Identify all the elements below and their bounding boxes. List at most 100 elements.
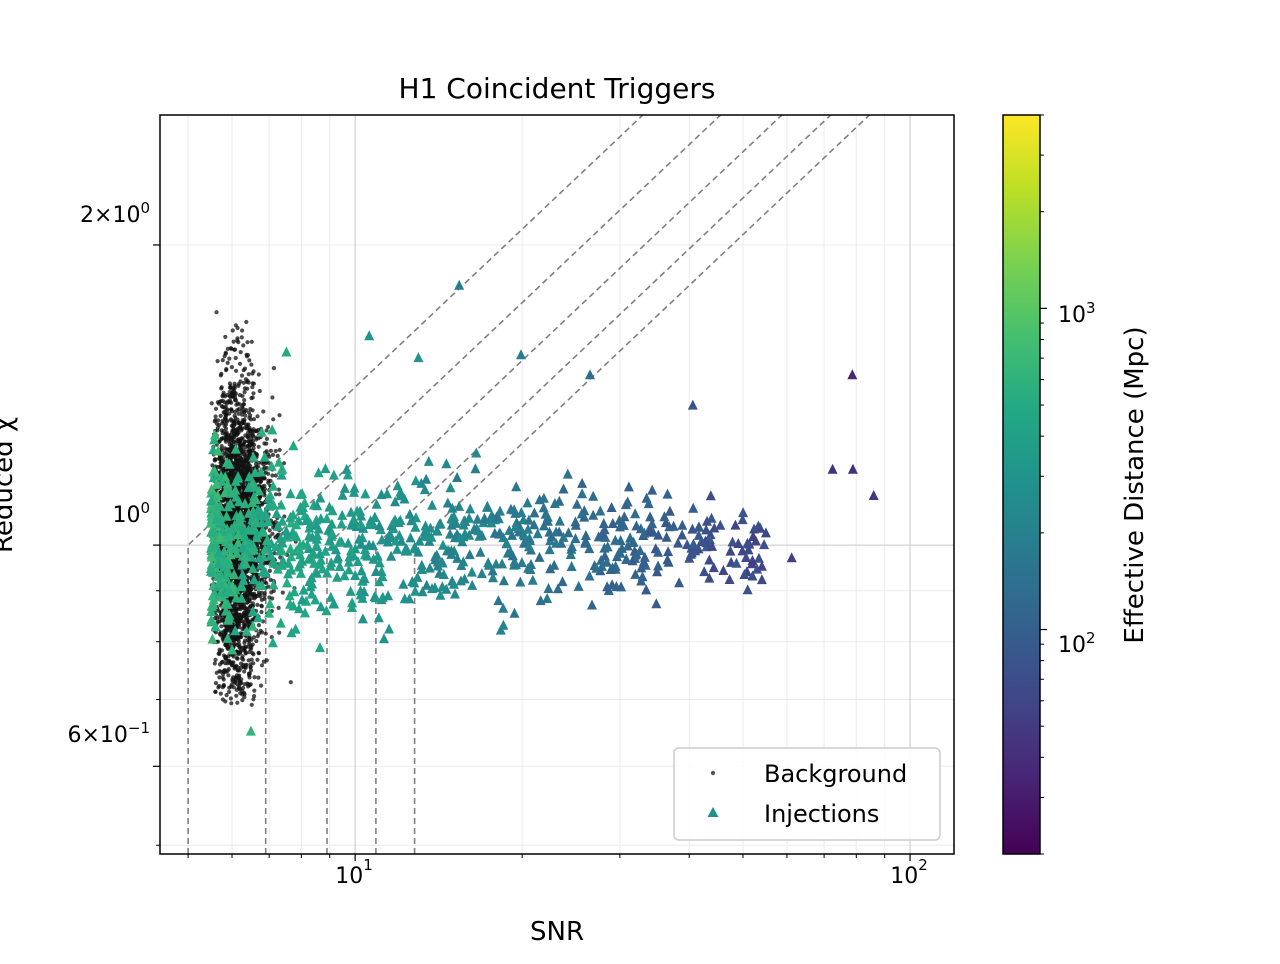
- injection-point: [641, 584, 652, 595]
- threshold-curves: [187, 115, 871, 854]
- background-point: [240, 406, 245, 411]
- background-point: [237, 645, 242, 650]
- injection-point: [208, 466, 218, 477]
- injection-point: [677, 529, 688, 540]
- injection-point: [374, 557, 385, 568]
- injection-point: [454, 500, 465, 511]
- injection-point: [231, 547, 242, 558]
- background-point: [232, 603, 237, 608]
- injection-point: [368, 553, 379, 564]
- injection-point: [310, 594, 321, 605]
- background-point: [252, 429, 257, 434]
- injection-point: [305, 581, 316, 592]
- injection-point: [238, 574, 249, 585]
- injection-point: [225, 498, 236, 509]
- background-point: [209, 401, 214, 406]
- injection-point: [277, 545, 288, 556]
- injection-point: [346, 545, 357, 556]
- background-point: [224, 451, 229, 456]
- background-point: [277, 413, 282, 418]
- injection-point: [645, 525, 656, 536]
- injection-point: [584, 570, 595, 581]
- background-point: [249, 702, 254, 707]
- injection-point: [254, 485, 265, 496]
- background-point: [273, 492, 278, 497]
- injection-point: [693, 521, 704, 532]
- injection-point: [288, 600, 299, 611]
- injection-point: [268, 480, 279, 491]
- background-point: [251, 417, 257, 422]
- injection-point: [356, 538, 366, 549]
- background-point: [260, 484, 265, 489]
- injection-point: [704, 554, 715, 565]
- background-point: [220, 394, 225, 399]
- injection-point: [231, 592, 242, 603]
- injection-point: [434, 518, 445, 529]
- injection-point: [401, 543, 412, 554]
- background-point: [246, 462, 251, 467]
- background-point: [229, 636, 234, 641]
- background-point: [242, 695, 247, 700]
- background-point: [229, 365, 234, 370]
- injection-point: [659, 511, 670, 522]
- background-point: [238, 604, 243, 610]
- injection-point: [373, 612, 384, 623]
- injection-point: [479, 512, 490, 523]
- injection-point: [214, 532, 225, 543]
- background-point: [243, 413, 248, 418]
- background-point: [231, 426, 236, 431]
- injection-point: [447, 502, 458, 513]
- injection-point: [677, 519, 688, 530]
- background-point: [233, 391, 238, 396]
- injection-point: [369, 511, 380, 522]
- background-point: [262, 580, 267, 585]
- injection-point: [275, 532, 286, 543]
- background-point: [262, 593, 267, 598]
- injection-point: [315, 642, 325, 653]
- background-point: [234, 402, 239, 407]
- injection-point: [606, 502, 617, 512]
- injection-point: [212, 490, 223, 501]
- injection-point: [652, 566, 663, 577]
- injection-point: [286, 564, 297, 575]
- x-tick-label-10e1: 101: [335, 856, 373, 889]
- background-point: [225, 360, 230, 365]
- injection-point: [295, 549, 306, 560]
- injection-point: [345, 585, 356, 596]
- injection-point: [585, 369, 595, 380]
- injection-point: [271, 508, 282, 519]
- background-point: [223, 699, 228, 704]
- injection-point: [268, 555, 278, 566]
- injection-point: [448, 578, 459, 589]
- background-point: [234, 618, 239, 623]
- injection-point: [755, 522, 766, 533]
- injection-point: [707, 540, 717, 551]
- background-point: [245, 587, 250, 592]
- background-point: [244, 569, 249, 574]
- injection-point: [206, 614, 217, 625]
- legend-label-background: Background: [764, 760, 907, 788]
- colorbar: 102 103 Effective Distance (Mpc): [1002, 114, 1150, 855]
- background-point: [223, 350, 228, 355]
- injection-point: [523, 523, 533, 534]
- injection-point: [224, 458, 235, 469]
- background-point: [251, 697, 256, 702]
- background-point: [238, 691, 243, 696]
- injection-point: [498, 602, 509, 613]
- injection-point: [410, 475, 421, 486]
- injection-point: [466, 566, 477, 577]
- injection-point: [577, 477, 588, 488]
- injection-point: [404, 593, 415, 604]
- injection-point: [738, 507, 749, 518]
- background-point: [233, 355, 238, 361]
- injection-point: [847, 463, 858, 474]
- injection-point: [300, 607, 310, 618]
- injection-point: [660, 517, 671, 528]
- injection-point: [230, 625, 241, 636]
- injection-point: [206, 606, 217, 616]
- injection-point: [595, 505, 606, 516]
- injection-point: [488, 572, 498, 583]
- injection-point: [416, 477, 427, 488]
- background-point: [250, 441, 255, 446]
- injection-point: [286, 627, 297, 638]
